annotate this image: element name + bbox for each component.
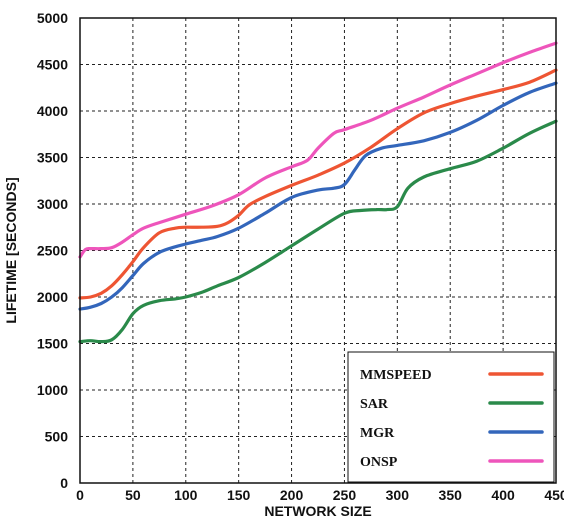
- y-tick-label: 1500: [37, 336, 68, 352]
- x-tick-label: 300: [386, 487, 410, 503]
- y-tick-label: 4000: [37, 103, 68, 119]
- y-tick-label: 500: [45, 429, 69, 445]
- y-tick-label: 0: [60, 475, 68, 491]
- series-line-mmspeed: [78, 68, 558, 300]
- x-tick-label: 100: [174, 487, 198, 503]
- y-axis-title: LIFETIME [SECONDS]: [3, 177, 19, 323]
- x-axis-ticks: 0 50 100 150 200 250 300 350 400 450: [76, 487, 564, 503]
- legend-label-sar: SAR: [360, 397, 389, 412]
- x-tick-label: 50: [125, 487, 141, 503]
- series-line-sar: [78, 119, 558, 344]
- series-lines: [78, 41, 558, 344]
- y-axis-ticks: 0 500 1000 1500 2000 2500 3000 3500 4000 4500 5000: [37, 10, 68, 491]
- x-tick-label: 450: [544, 487, 564, 503]
- plot-frame: [79, 17, 557, 484]
- series-line-onsp: [78, 41, 558, 259]
- y-tick-label: 2500: [37, 243, 68, 259]
- x-tick-label: 400: [491, 487, 515, 503]
- series-line-mgr: [78, 81, 558, 311]
- legend: MMSPEED SAR MGR ONSP: [347, 351, 555, 483]
- x-tick-label: 0: [76, 487, 84, 503]
- y-tick-label: 2000: [37, 289, 68, 305]
- x-tick-label: 150: [227, 487, 251, 503]
- x-axis-title: NETWORK SIZE: [264, 503, 371, 519]
- y-tick-label: 3500: [37, 150, 68, 166]
- y-tick-label: 1000: [37, 382, 68, 398]
- x-tick-label: 250: [333, 487, 357, 503]
- legend-label-mgr: MGR: [360, 426, 395, 441]
- y-tick-label: 5000: [37, 10, 68, 26]
- legend-label-onsp: ONSP: [360, 455, 398, 470]
- x-tick-label: 200: [280, 487, 304, 503]
- legend-label-mmspeed: MMSPEED: [360, 368, 432, 383]
- y-tick-label: 4500: [37, 57, 68, 73]
- y-tick-label: 3000: [37, 196, 68, 212]
- x-tick-label: 350: [439, 487, 463, 503]
